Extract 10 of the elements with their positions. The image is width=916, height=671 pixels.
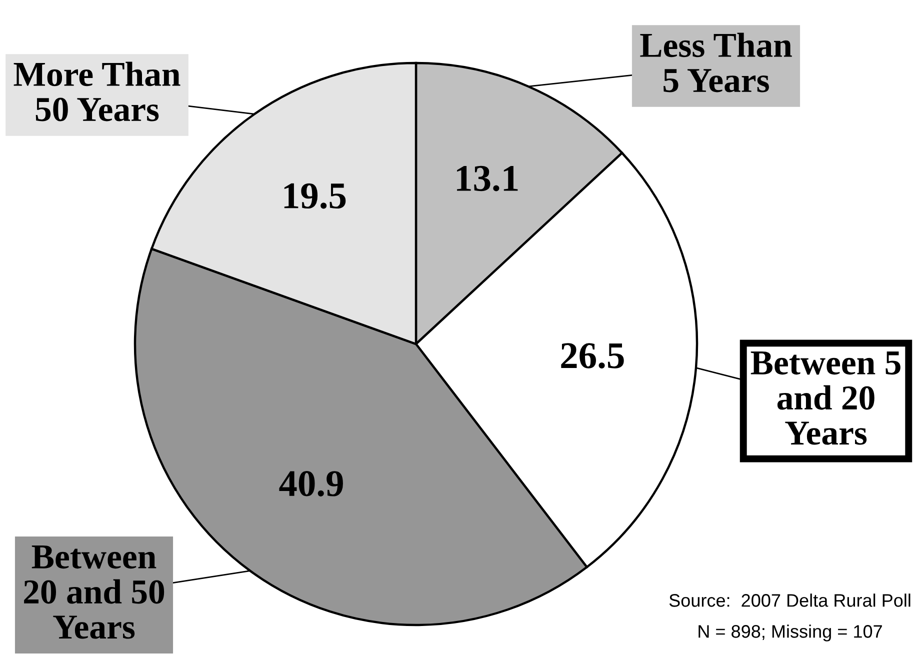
source-note: Source: 2007 Delta Rural Poll bbox=[669, 594, 910, 607]
data-label: 13.1 bbox=[457, 166, 518, 192]
slice-label: Between 5 and 20 Years bbox=[750, 352, 900, 445]
data-label: 40.9 bbox=[279, 470, 343, 496]
data-label: 19.5 bbox=[284, 183, 346, 209]
text: N = 898; Missing = 107 bbox=[698, 624, 882, 642]
data-label: 26.5 bbox=[561, 343, 624, 369]
slice-label: Between 20 and 50 Years bbox=[24, 546, 164, 639]
slice-label: Less Than 5 Years bbox=[640, 32, 792, 92]
slice-label: More Than 50 Years bbox=[14, 62, 180, 122]
